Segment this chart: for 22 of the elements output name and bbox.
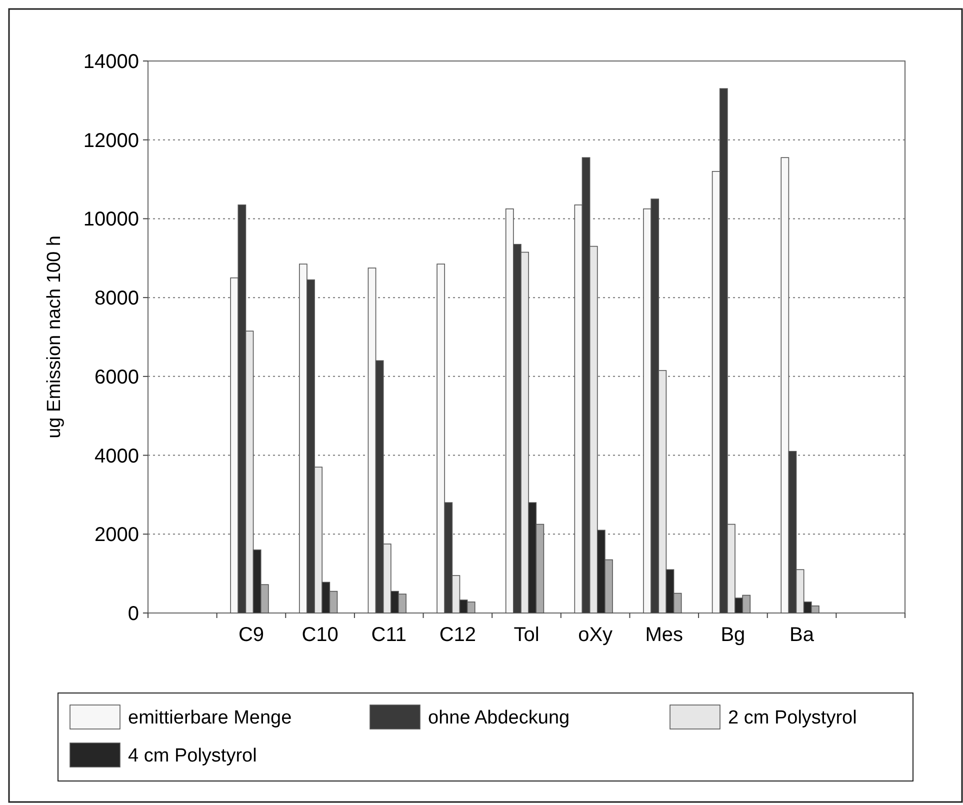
y-tick-label: 14000: [83, 51, 139, 73]
x-tick-label: Tol: [514, 624, 540, 646]
legend-label: ohne Abdeckung: [428, 708, 570, 729]
y-tick-label: 8000: [94, 288, 139, 310]
y-tick-label: 12000: [83, 130, 139, 152]
y-tick-label: 10000: [83, 208, 139, 231]
x-tick-label: C11: [371, 624, 406, 646]
y-tick-label: 6000: [94, 366, 139, 388]
x-tick-label: Ba: [790, 624, 815, 646]
x-tick-label: C9: [238, 624, 264, 646]
x-tick-label: oXy: [578, 624, 613, 646]
x-tick-label: Mes: [645, 624, 684, 646]
y-tick-label: 4000: [94, 445, 139, 468]
y-tick-label: 2000: [94, 524, 139, 546]
y-tick-label: 0: [128, 603, 139, 625]
legend-label: emittierbare Menge: [128, 708, 292, 729]
legend-label: 2 cm Polystyrol: [728, 708, 857, 729]
legend-label: 4 cm Polystyrol: [128, 746, 257, 767]
x-tick-label: C10: [302, 624, 338, 646]
y-axis-title: ug Emission nach 100 h: [44, 236, 65, 438]
x-tick-label: Bg: [720, 624, 746, 646]
x-tick-label: C12: [439, 624, 476, 646]
